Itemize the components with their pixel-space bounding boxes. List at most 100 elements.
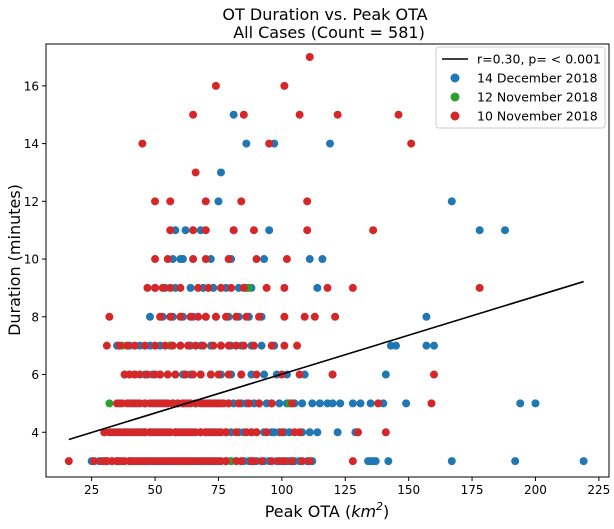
data-point	[369, 226, 378, 235]
data-point	[194, 283, 203, 292]
data-point	[171, 370, 180, 379]
data-point	[280, 341, 289, 350]
data-point	[353, 428, 362, 437]
legend-series1-marker	[450, 73, 460, 83]
data-point	[326, 139, 335, 148]
x-axis-label: Peak OTA (km2)	[265, 500, 390, 521]
data-point	[315, 399, 324, 408]
data-point	[232, 312, 241, 321]
data-point	[331, 312, 340, 321]
data-point	[176, 312, 185, 321]
data-point	[214, 370, 223, 379]
data-point	[176, 283, 185, 292]
data-point	[516, 399, 525, 408]
data-point	[295, 110, 304, 119]
legend-series3-marker	[450, 111, 460, 121]
data-point	[422, 312, 431, 321]
data-point	[209, 341, 218, 350]
data-point	[249, 226, 258, 235]
data-point	[166, 283, 175, 292]
data-point	[511, 457, 520, 466]
points-layer	[64, 52, 588, 466]
chart-title-line1: OT Duration vs. Peak OTA	[222, 5, 427, 24]
data-point	[265, 139, 274, 148]
data-point	[151, 341, 160, 350]
data-point	[163, 370, 172, 379]
data-point	[145, 312, 154, 321]
legend-fit-line-label: r=0.30, p= < 0.001	[477, 52, 601, 67]
x-axis-ticks: 25 50 75 100 125 150 175 200 225	[84, 477, 610, 497]
x-axis-label-unit: km	[351, 502, 376, 521]
data-point	[475, 283, 484, 292]
data-point	[237, 457, 246, 466]
data-point	[130, 341, 139, 350]
y-tick-label: 8	[31, 310, 39, 324]
data-point	[447, 457, 456, 466]
data-point	[199, 341, 208, 350]
data-point	[262, 283, 271, 292]
data-point	[232, 341, 241, 350]
data-point	[156, 312, 165, 321]
data-point	[181, 226, 190, 235]
data-point	[216, 283, 225, 292]
data-point	[224, 370, 233, 379]
data-point	[394, 110, 403, 119]
chart-title-line2: All Cases (Count = 581)	[233, 23, 425, 42]
data-point	[277, 428, 286, 437]
data-point	[105, 312, 114, 321]
y-tick-label: 14	[24, 137, 39, 151]
data-point	[356, 399, 365, 408]
data-point	[186, 283, 195, 292]
data-point	[407, 139, 416, 148]
data-point	[229, 110, 238, 119]
data-point	[229, 226, 238, 235]
data-point	[189, 255, 198, 264]
data-point	[166, 197, 175, 206]
data-point	[275, 399, 284, 408]
y-tick-label: 4	[31, 426, 39, 440]
data-point	[313, 283, 322, 292]
data-point	[336, 399, 345, 408]
data-point	[579, 457, 588, 466]
data-point	[288, 457, 296, 466]
data-point	[211, 81, 220, 90]
data-point	[328, 399, 337, 408]
data-point	[249, 341, 258, 350]
data-point	[143, 283, 152, 292]
data-point	[384, 457, 393, 466]
data-point	[318, 255, 327, 264]
data-point	[222, 312, 231, 321]
legend-series2-marker	[450, 92, 460, 102]
data-point	[310, 312, 319, 321]
data-point	[166, 226, 175, 235]
data-point	[348, 399, 357, 408]
data-point	[232, 428, 241, 437]
data-point	[227, 283, 236, 292]
data-point	[151, 197, 160, 206]
data-point	[255, 312, 264, 321]
data-point	[222, 457, 231, 466]
data-point	[288, 399, 296, 408]
data-point	[214, 197, 223, 206]
data-point	[237, 370, 246, 379]
data-point	[239, 341, 248, 350]
data-point	[216, 341, 225, 350]
y-axis-ticks: 4 6 8 10 12 14 16	[24, 79, 46, 440]
data-point	[260, 255, 269, 264]
y-tick-label: 12	[24, 195, 39, 209]
data-point	[422, 341, 431, 350]
data-point	[323, 283, 332, 292]
x-tick-label: 100	[270, 483, 293, 497]
data-point	[430, 341, 439, 350]
data-point	[249, 457, 258, 466]
plot-frame	[45, 43, 610, 478]
data-point	[244, 399, 253, 408]
data-point	[303, 226, 312, 235]
y-tick-label: 10	[24, 253, 39, 267]
data-point	[501, 226, 510, 235]
data-point	[333, 110, 342, 119]
data-point	[201, 312, 210, 321]
data-point	[140, 341, 149, 350]
data-point	[267, 457, 276, 466]
data-point	[138, 139, 147, 148]
